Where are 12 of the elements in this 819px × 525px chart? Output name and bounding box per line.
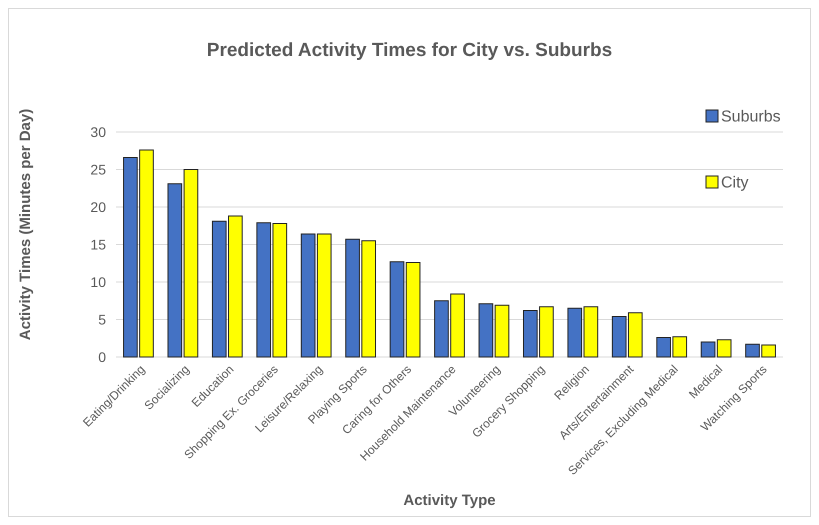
x-axis-title: Activity Type bbox=[403, 492, 496, 509]
y-tick-label: 0 bbox=[98, 348, 106, 365]
y-tick-label: 25 bbox=[90, 161, 106, 178]
chart-title: Predicted Activity Times for City vs. Suburbs bbox=[206, 40, 612, 61]
y-tick-label: 20 bbox=[90, 198, 106, 215]
y-axis-title: Activity Times (Minutes per Day) bbox=[17, 108, 34, 340]
legend-label: City bbox=[721, 174, 749, 192]
y-tick-label: 5 bbox=[98, 311, 106, 328]
y-tick-label: 10 bbox=[90, 274, 106, 290]
legend-label: Suburbs bbox=[721, 108, 781, 126]
y-tick-label: 15 bbox=[90, 236, 106, 252]
y-tick-label: 30 bbox=[90, 124, 106, 140]
